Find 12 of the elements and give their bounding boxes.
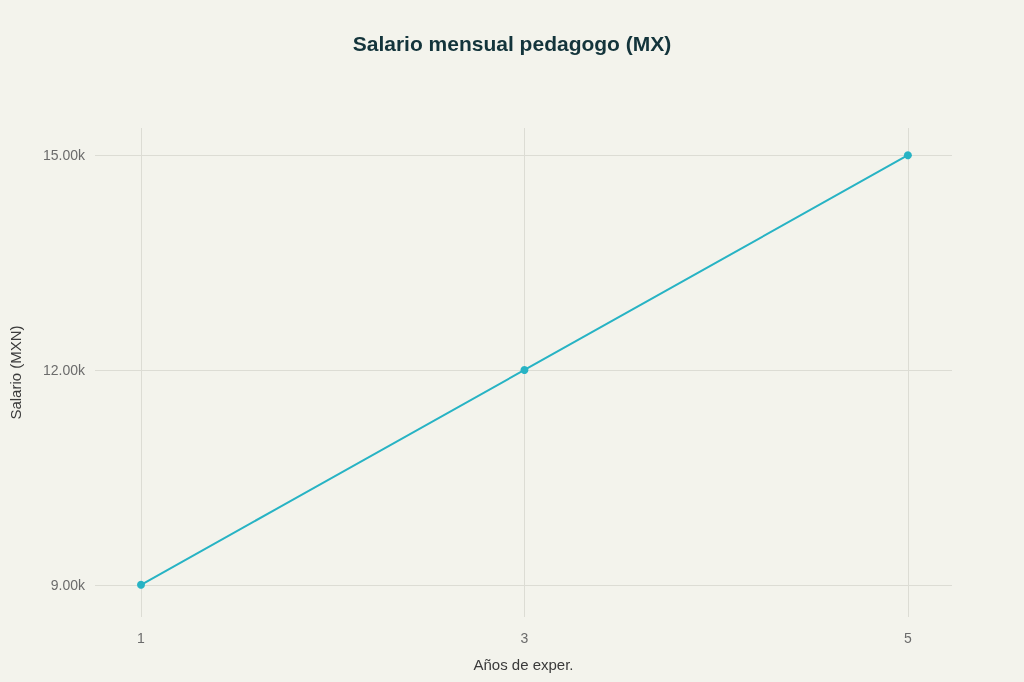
x-tick-label: 5	[904, 630, 913, 646]
point	[137, 580, 146, 589]
point	[520, 366, 529, 374]
y-tick-label: 9.00k	[50, 576, 86, 593]
x-tick-label: 3	[520, 630, 529, 646]
y-tick-label: 15.00k	[42, 147, 86, 164]
y-tick-label: 12.00k	[42, 361, 86, 378]
chart-title: Salario mensual pedagogo (MX)	[352, 32, 672, 55]
x-tick-label: 1	[137, 630, 146, 646]
y-axis-title: Salario (MXN)	[7, 325, 24, 420]
point	[903, 151, 912, 160]
x-axis-title: Años de exper.	[473, 656, 574, 673]
